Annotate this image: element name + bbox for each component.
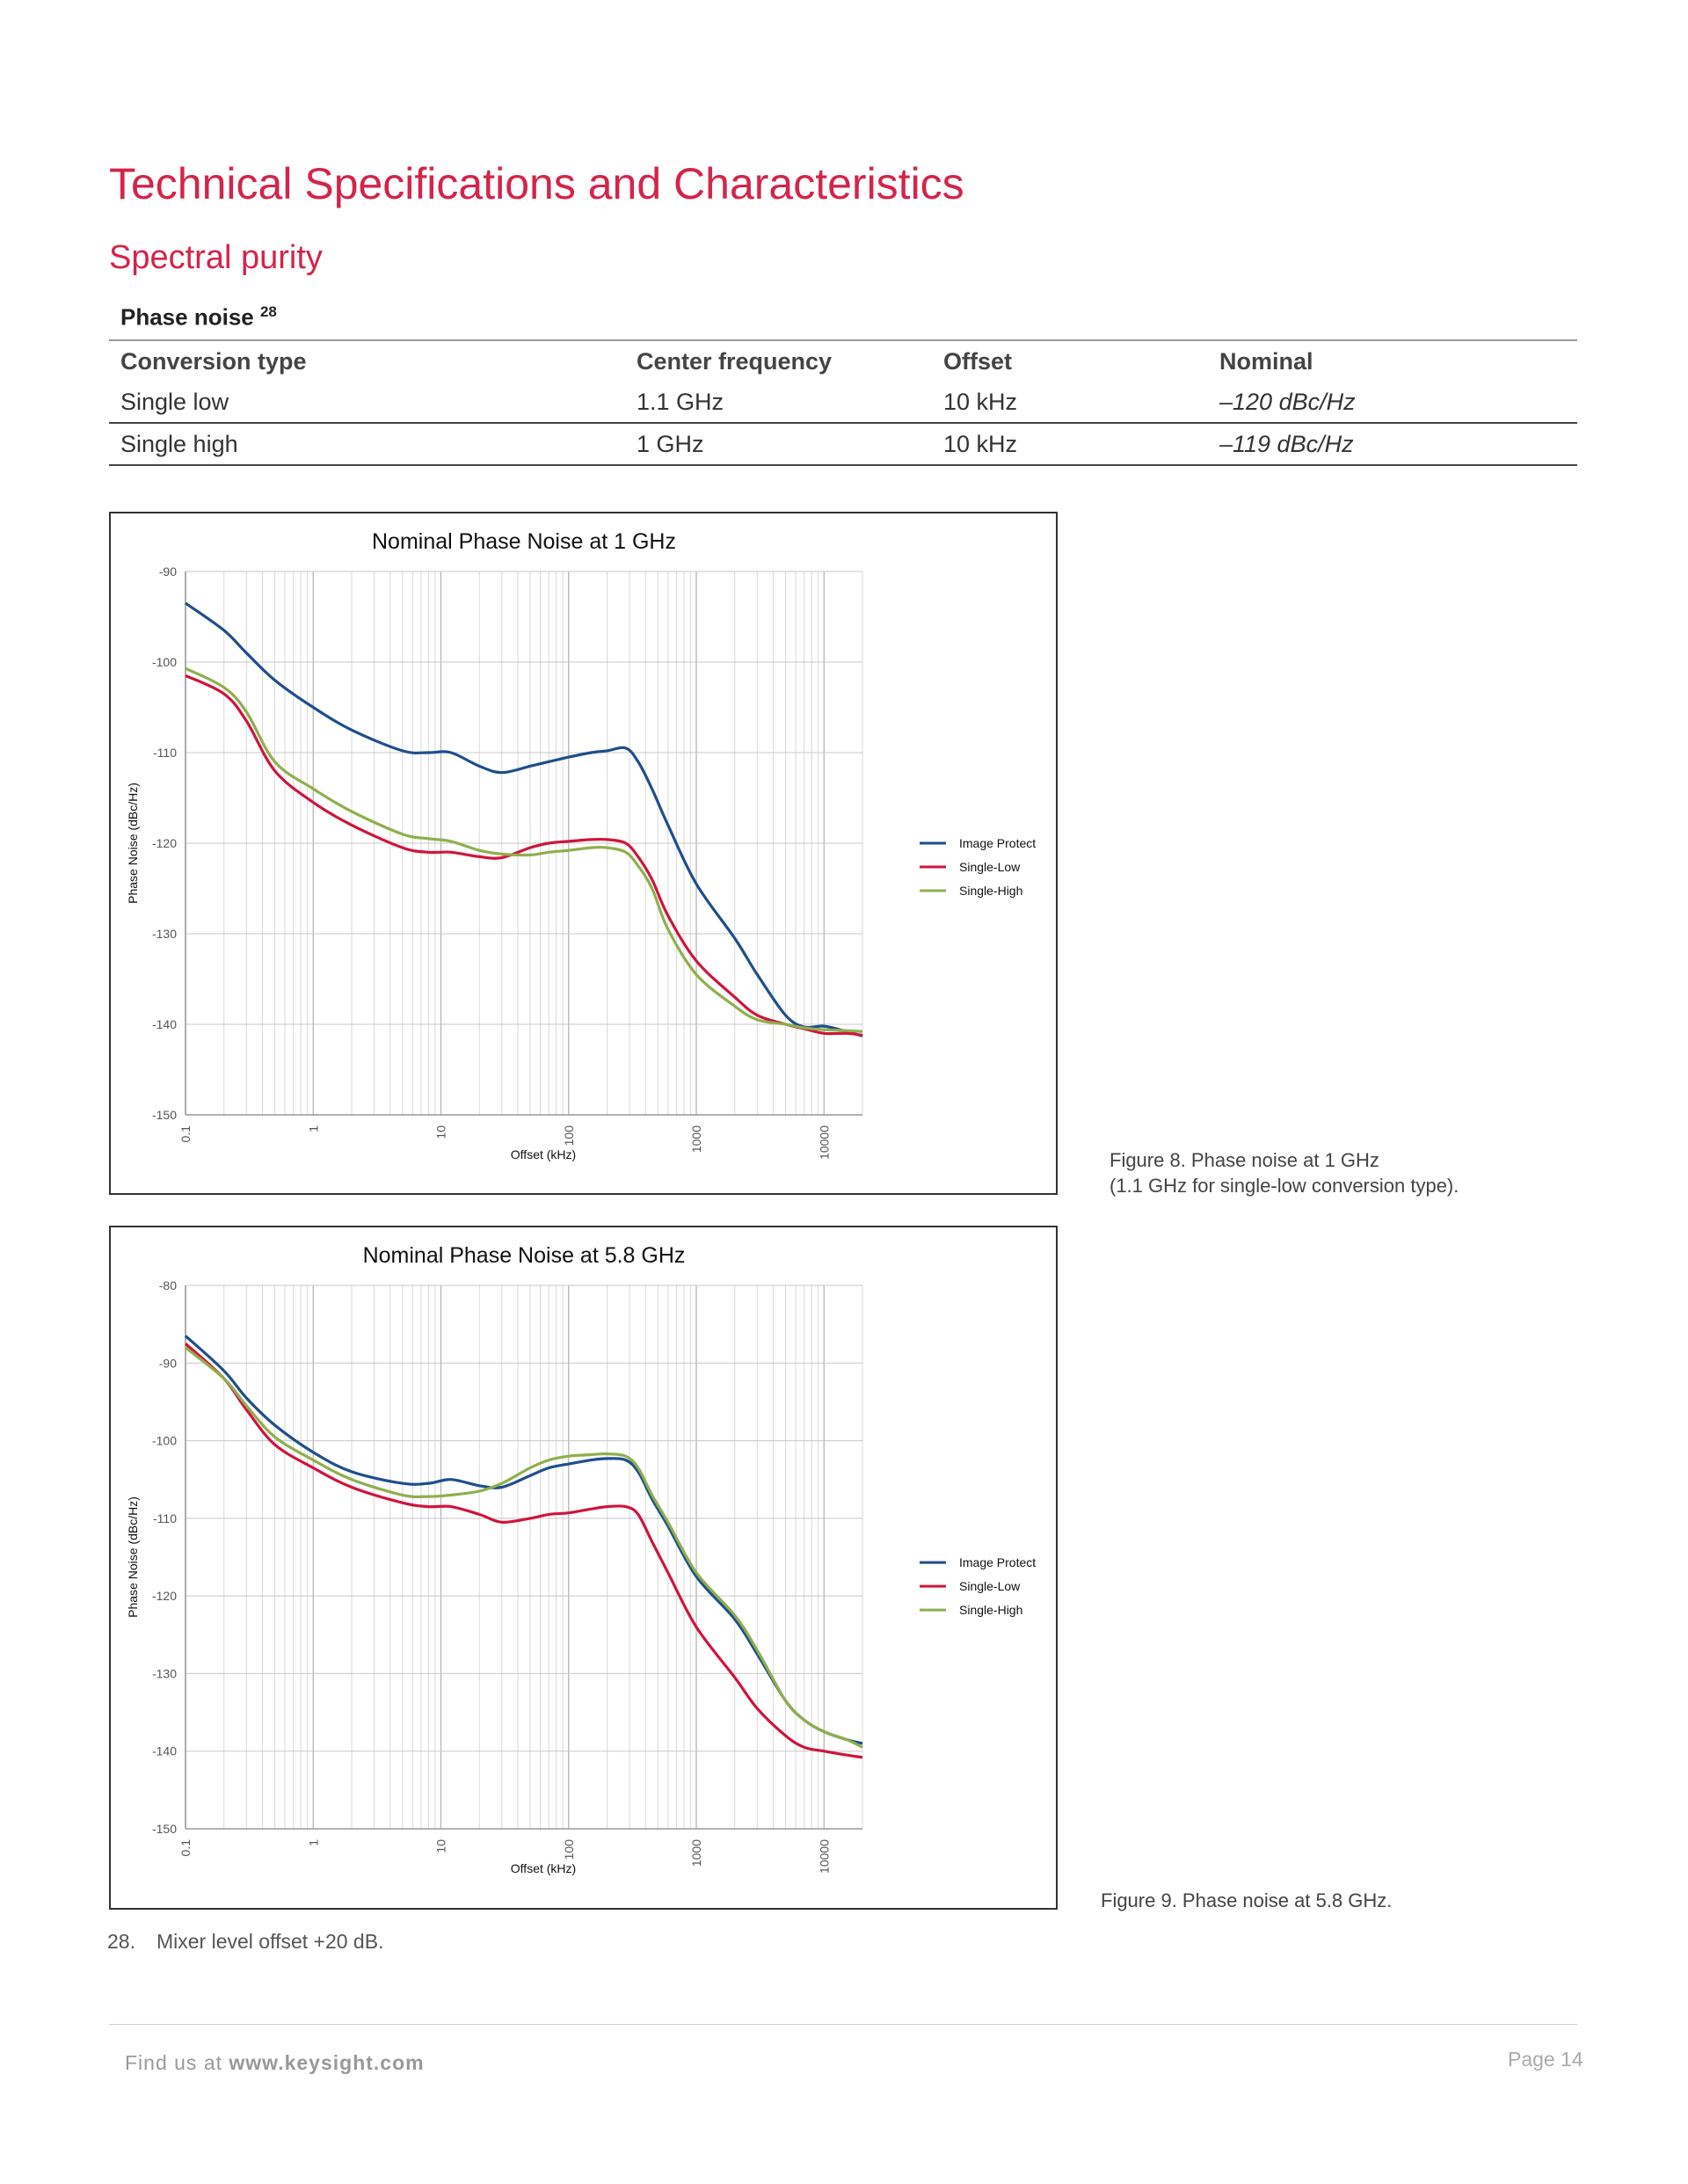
footer-url-link[interactable]: www.keysight.com [229,2051,425,2074]
series-line-single-high [185,666,863,1033]
series-line-single-low [184,1343,863,1759]
chart-grid [185,1285,863,1830]
cell-conversion-type: Single low [120,388,229,415]
y-tick-label: -150 [152,1822,177,1836]
legend-label-single-high: Single-High [959,884,1022,898]
cell-nominal: –120 dBc/Hz [1219,388,1356,415]
cell-center-frequency: 1 GHz [625,422,932,466]
figure-8-caption-line2: (1.1 GHz for single-low conversion type)… [1110,1175,1459,1197]
x-tick-label: 0.1 [178,1125,193,1143]
y-tick-label: -90 [159,564,177,579]
footnote: 28. Mixer level offset +20 dB. [107,1930,383,1954]
page-number: Page 14 [1508,2048,1583,2071]
series-line-image-protect [184,1335,863,1745]
footer-divider [109,2024,1577,2025]
footer-prefix: Find us at [125,2051,222,2074]
x-tick-label: 100 [562,1125,576,1147]
phase-noise-chart-1ghz: Nominal Phase Noise at 1 GHz -90 -100 -110 -… [109,512,1058,1195]
y-tick-label: -100 [152,655,177,669]
header-nominal: Nominal [1208,339,1577,382]
y-tick-label: -130 [152,927,177,941]
y-tick-label: -130 [152,1666,177,1680]
x-tick-label: 0.1 [178,1839,193,1857]
figure-8-caption: Figure 8. Phase noise at 1 GHz (1.1 GHz … [1110,1147,1459,1198]
page-title: Technical Specifications and Characteris… [109,159,964,208]
legend-label-single-low: Single-Low [959,860,1021,874]
y-tick-label: -90 [159,1356,177,1370]
footer-find-us: Find us at www.keysight.com [125,2051,425,2075]
x-tick-label: 1000 [689,1839,703,1867]
x-axis-label: Offset (kHz) [511,1861,576,1875]
figure-8-caption-line1: Figure 8. Phase noise at 1 GHz [1110,1149,1379,1171]
series-line-single-high [184,1346,863,1749]
chart-title: Nominal Phase Noise at 1 GHz [372,529,676,554]
table-caption-text: Phase noise [120,303,254,331]
chart-title: Nominal Phase Noise at 5.8 GHz [363,1243,686,1268]
x-tick-label: 10000 [817,1839,831,1874]
legend-label-single-high: Single-High [959,1603,1022,1617]
footnote-ref[interactable]: 28 [259,303,277,320]
y-tick-label: -80 [159,1278,177,1292]
cell-conversion-type: Single high [109,422,625,466]
chart-svg-1ghz: Nominal Phase Noise at 1 GHz -90 -100 -110 -… [126,529,1036,1161]
y-axis-label: Phase Noise (dBc/Hz) [126,783,140,904]
y-tick-label: -110 [153,1511,177,1525]
legend-label-image-protect: Image Protect [959,1555,1036,1569]
cell-center-frequency: 1.1 GHz [637,388,724,415]
table-caption: Phase noise 28 [120,303,277,331]
y-axis-label: Phase Noise (dBc/Hz) [126,1496,140,1618]
header-conversion-type: Conversion type [109,339,625,382]
y-tick-label: -140 [152,1744,177,1758]
y-tick-label: -100 [152,1434,177,1448]
series-line-single-low [185,673,863,1037]
section-title: Spectral purity [109,239,323,276]
x-tick-label: 1 [306,1839,320,1846]
x-tick-label: 10000 [817,1125,831,1160]
series-line-image-protect [185,601,863,1037]
header-center-frequency: Center frequency [625,339,932,382]
cell-offset: 10 kHz [943,388,1018,415]
phase-noise-table: Conversion type Center frequency Offset … [109,339,1577,466]
x-tick-label: 10 [434,1125,448,1139]
x-tick-label: 100 [562,1839,576,1860]
x-tick-label: 1000 [689,1125,703,1153]
x-tick-label: 10 [434,1839,448,1853]
figure-9-caption: Figure 9. Phase noise at 5.8 GHz. [1101,1889,1393,1911]
footnote-number: 28. [107,1930,135,1953]
table-row: Single high 1 GHz 10 kHz –119 dBc/Hz [109,422,1577,466]
x-tick-label: 1 [306,1125,320,1132]
y-tick-label: -120 [152,1589,177,1603]
legend-label-single-low: Single-Low [959,1579,1021,1593]
footnote-text: Mixer level offset +20 dB. [156,1930,384,1953]
y-tick-label: -140 [152,1017,177,1031]
y-tick-label: -150 [152,1108,177,1122]
table-header-row: Conversion type Center frequency Offset … [109,339,1577,382]
table-row: Single low 1.1 GHz 10 kHz –120 dBc/Hz [109,382,1577,423]
phase-noise-chart-5-8ghz: Nominal Phase Noise at 5.8 GHz -80 -90 -100… [109,1226,1058,1910]
chart-grid [185,571,863,1116]
y-tick-label: -110 [153,746,177,760]
cell-nominal: –119 dBc/Hz [1208,422,1577,466]
cell-offset: 10 kHz [932,422,1208,466]
chart-svg-5-8ghz: Nominal Phase Noise at 5.8 GHz -80 -90 -100… [126,1243,1036,1875]
x-axis-label: Offset (kHz) [511,1147,576,1161]
legend-label-image-protect: Image Protect [959,836,1036,850]
y-tick-label: -120 [152,836,177,850]
header-offset: Offset [932,339,1208,382]
